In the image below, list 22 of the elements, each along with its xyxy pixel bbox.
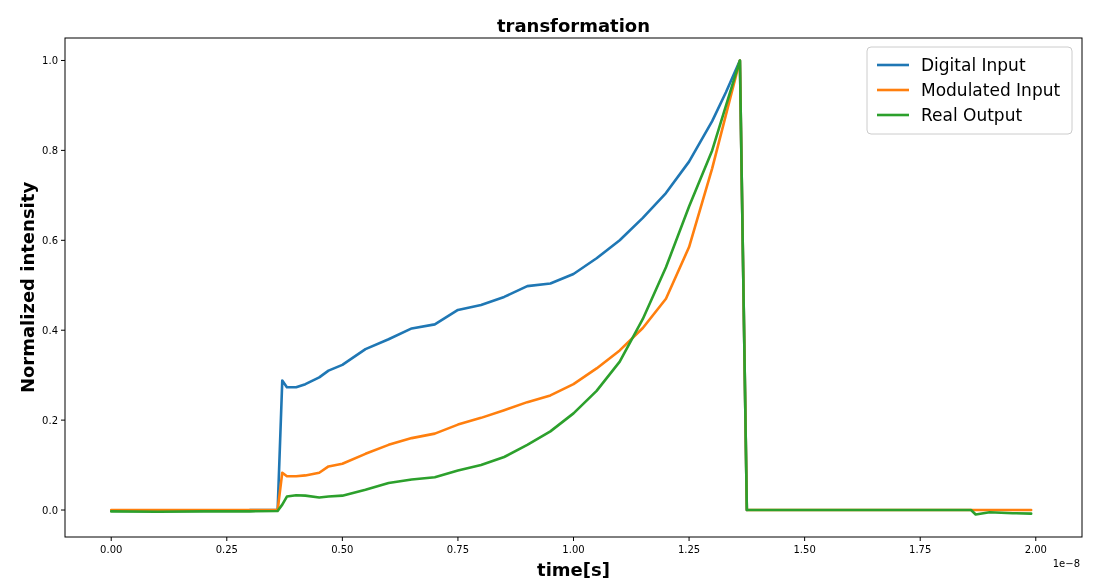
legend-label: Modulated Input [921,80,1061,100]
y-tick-label: 0.6 [42,234,58,246]
chart-title: transformation [496,15,651,36]
x-tick-label: 1.50 [793,544,816,555]
y-tick-label: 0.2 [42,414,58,426]
text: 1e−8 [1052,558,1080,569]
x-tick-label: 0.25 [215,544,238,555]
legend-label: Real Output [921,105,1023,125]
x-tick-label: 2.00 [1024,544,1047,555]
x-tick-label: 0.75 [446,544,470,555]
x-tick-label: 1.00 [562,544,585,555]
legend-label: Digital Input [921,55,1026,75]
y-tick-label: 0.8 [42,144,58,156]
y-tick-label: 0.4 [42,324,58,336]
x-tick-label: 1.75 [909,544,932,555]
x-tick-label: 1.25 [677,544,701,555]
x-tick-label: 0.50 [331,544,354,555]
y-axis-title: Normalized intensity [17,181,38,394]
y-tick-label: 0.0 [42,504,58,516]
x-tick-label: 0.00 [100,544,123,555]
y-tick-label: 1.0 [42,54,58,66]
x-axis-title: time[s] [537,559,610,580]
